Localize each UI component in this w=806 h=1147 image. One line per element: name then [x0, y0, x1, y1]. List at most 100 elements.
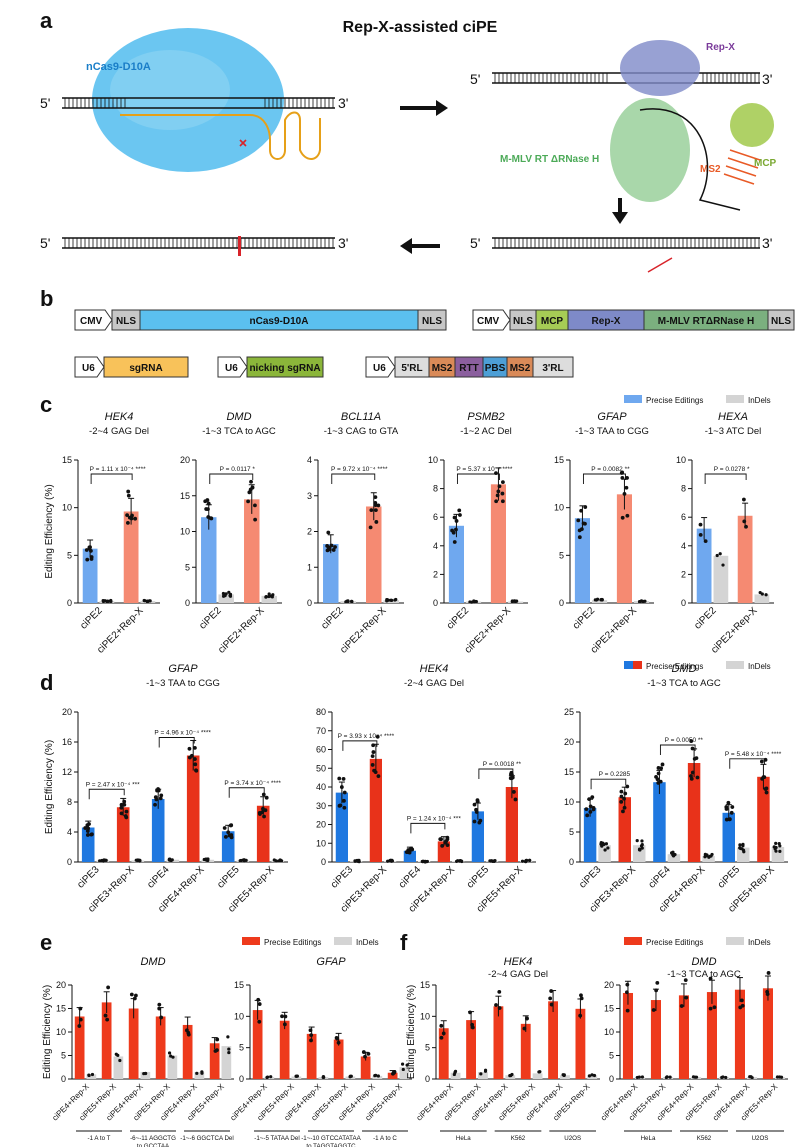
data-point: [342, 798, 346, 803]
data-point-indel: [778, 844, 782, 848]
bar-precise: [438, 1028, 449, 1079]
legend-f: Precise Editings InDels: [624, 937, 771, 947]
significance-bracket: [228, 787, 265, 798]
bar-indel: [372, 1075, 383, 1079]
data-point: [193, 762, 198, 767]
cmv-label-2: CMV: [477, 316, 500, 327]
data-point-indel: [142, 598, 146, 603]
sgrna-label: sgRNA: [129, 363, 162, 374]
data-point: [708, 1006, 713, 1011]
data-point: [283, 1014, 288, 1019]
data-point: [656, 771, 661, 776]
group-label: U2OS: [564, 1135, 581, 1142]
data-point: [578, 1013, 583, 1018]
y-tick-label: 10: [316, 838, 326, 848]
p-value-label: P = 3.74 x 10⁻⁴ ****: [224, 780, 281, 787]
y-tick-label: 1: [307, 562, 312, 572]
repx-box-label: Rep-X: [592, 316, 621, 327]
data-point-indel: [603, 848, 607, 852]
data-point: [621, 809, 625, 814]
bar-indel: [194, 1071, 205, 1079]
data-point: [620, 470, 625, 475]
chart-title: HEK4: [105, 411, 134, 423]
chart-title: HEXA: [718, 411, 748, 423]
group-label: -1~-6 GGCTCA Del: [180, 1135, 233, 1142]
data-point: [85, 557, 90, 562]
y-tick-label: 20: [180, 455, 190, 465]
y-tick-label: 20: [564, 737, 574, 747]
bar-precise: [369, 758, 382, 862]
p-value-label: P = 0.0082 **: [591, 466, 630, 473]
data-point: [766, 971, 771, 975]
category-label: ciPE3: [329, 864, 356, 891]
data-point: [206, 515, 211, 519]
bar-indel: [113, 1056, 124, 1079]
data-point: [253, 503, 257, 508]
chart-c_dmd: DMD -1~3 TCA to AGC 0 5 10 15 20 ciPE2ciPE2+Rep…: [180, 411, 282, 656]
y-tick-label: 15: [564, 767, 574, 777]
mcp-box-label: MCP: [541, 316, 564, 327]
dna3-3prime: 3': [762, 235, 772, 251]
bar-indel: [264, 1077, 275, 1079]
nls-box-4: [767, 309, 795, 331]
category-label: ciPE5: [215, 864, 242, 891]
data-point: [404, 850, 409, 854]
data-point: [337, 776, 342, 781]
chart-title: DMD: [226, 411, 251, 423]
y-tick-label: 0: [681, 598, 686, 608]
rl5-label: 5'RL: [401, 363, 422, 374]
nicking-sgrna-label: nicking sgRNA: [249, 363, 320, 374]
bar-precise: [583, 808, 597, 862]
data-point: [87, 822, 91, 826]
pegrna-strand: [120, 111, 321, 160]
ms2-box-label-2: MS2: [510, 363, 531, 374]
chart-c_gfap: GFAP-1~3 TAA to CGG051015ciPE2ciPE2+Rep-…: [554, 411, 654, 656]
y-tick-label: 15: [604, 1004, 614, 1014]
chart-d_dmd: DMD-1~3 TCA to AGC0510152025ciPE3ciPE3+R…: [564, 663, 788, 915]
data-point: [761, 775, 766, 780]
category-label: ciPE5: [716, 864, 743, 891]
bar-precise: [471, 811, 484, 862]
nicking-sgrna-box: [246, 356, 324, 378]
y-tick-label: 2: [307, 527, 312, 537]
data-point-indel: [242, 858, 246, 862]
p-value-label: P = 5.48 x 10⁻⁴ ****: [725, 751, 782, 758]
y-tick-label: 25: [564, 707, 574, 717]
data-point-indel: [106, 599, 111, 604]
data-point: [623, 791, 628, 796]
data-point: [159, 793, 164, 798]
mcp-label: MCP: [754, 158, 777, 169]
bar-indel: [478, 1072, 488, 1079]
data-point-indel: [750, 1076, 754, 1080]
category-label: ciPE4: [647, 864, 674, 891]
data-point: [690, 770, 695, 775]
y-tick-label: 30: [316, 801, 326, 811]
p-value-label: P = 0.0278 *: [714, 466, 750, 473]
chart-title: BCL11A: [341, 411, 381, 423]
data-point-indel: [638, 600, 642, 604]
rl3-label: 3'RL: [542, 363, 563, 374]
pegrna-arc: [639, 108, 741, 211]
rl3-box: [532, 356, 574, 378]
data-point: [103, 1013, 108, 1018]
data-point-indel: [742, 850, 746, 854]
p-value-label: P = 2.47 x 10⁻⁴ ***: [86, 781, 140, 788]
data-point-indel: [109, 599, 113, 604]
data-point: [496, 489, 501, 494]
significance-bracket: [704, 473, 747, 484]
data-point-indel: [374, 1073, 378, 1077]
data-point: [215, 1037, 220, 1042]
y-tick-label: 0: [67, 598, 72, 608]
data-point-indel: [509, 1073, 513, 1078]
dna4-3prime: 3': [338, 235, 348, 251]
legend-c-precise-label: Precise Editings: [646, 396, 703, 405]
category-label: ciPE5: [465, 864, 492, 891]
data-point: [248, 487, 253, 492]
bar-precise: [490, 484, 506, 603]
bar-precise: [186, 755, 200, 862]
data-point: [333, 545, 337, 549]
bar-indel: [592, 600, 608, 603]
data-point: [133, 993, 138, 998]
data-point-indel: [668, 1075, 672, 1079]
significance-bracket: [88, 788, 125, 800]
